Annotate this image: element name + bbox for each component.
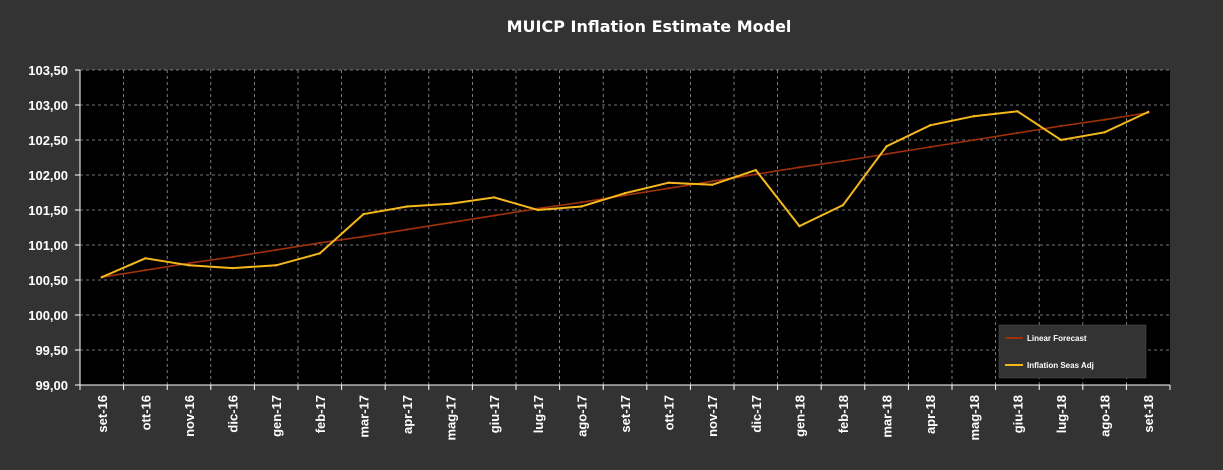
data-point — [231, 266, 234, 270]
data-point — [1103, 131, 1106, 134]
data-point — [493, 214, 496, 217]
y-tick-label: 102,00 — [28, 168, 68, 183]
data-point — [144, 269, 147, 272]
data-point — [972, 138, 975, 142]
x-tick-label: mar-17 — [356, 395, 371, 438]
y-tick-label: 99,00 — [35, 378, 68, 393]
legend: Linear Forecast Inflation Seas Adj — [998, 324, 1147, 379]
x-tick-label: mag-18 — [967, 395, 982, 441]
data-point — [231, 255, 234, 259]
data-point — [144, 257, 147, 260]
data-point — [449, 202, 452, 205]
legend-label: Inflation Seas Adj — [1027, 361, 1094, 370]
y-tick-label: 103,50 — [28, 63, 68, 78]
y-tick-label: 99,50 — [35, 343, 68, 358]
data-point — [929, 124, 932, 127]
x-tick-label: feb-17 — [313, 395, 328, 433]
y-tick-label: 101,50 — [28, 203, 68, 218]
data-point — [362, 235, 365, 238]
x-tick-label: giu-17 — [487, 395, 502, 433]
data-point — [754, 168, 757, 172]
data-point — [885, 152, 888, 156]
grid-lines — [80, 69, 1170, 385]
axes: 99,00 99,50 100,00 100,50 101,00 101,50 102,00… — [28, 63, 1171, 441]
legend-box — [998, 324, 1147, 379]
x-tick-label: set-18 — [1141, 395, 1156, 433]
data-point — [318, 252, 321, 255]
x-tick-label: nov-16 — [182, 395, 197, 437]
x-tick-label: ott-16 — [138, 395, 153, 430]
data-point — [100, 276, 104, 279]
x-tick-label: lug-17 — [531, 395, 546, 433]
y-tick-label: 103,00 — [28, 98, 68, 113]
data-point — [623, 194, 627, 197]
data-point — [885, 145, 888, 148]
data-point — [711, 180, 714, 183]
data-point — [536, 208, 539, 212]
data-point — [187, 262, 191, 265]
y-tick-label: 100,00 — [28, 308, 68, 323]
data-point — [187, 264, 191, 267]
x-tick-label: set-17 — [618, 395, 633, 433]
data-point — [580, 205, 583, 208]
data-point — [1059, 124, 1063, 128]
x-tick-label: gen-17 — [269, 395, 284, 437]
data-point — [405, 228, 409, 231]
plot-area — [80, 70, 1170, 385]
data-point — [667, 181, 670, 184]
data-point — [1147, 110, 1150, 114]
y-tick-label: 102,50 — [28, 133, 68, 148]
x-tick-label: dic-16 — [226, 395, 241, 433]
x-tick-label: ott-17 — [662, 395, 677, 430]
data-point — [711, 183, 714, 186]
x-tick-label: apr-18 — [923, 395, 938, 434]
data-point — [798, 166, 801, 169]
legend-label: Linear Forecast — [1027, 334, 1087, 343]
data-point — [972, 115, 975, 118]
data-point — [1016, 110, 1019, 113]
data-point — [1016, 131, 1019, 135]
data-point — [449, 221, 452, 224]
data-point — [493, 196, 496, 199]
data-point — [929, 145, 932, 149]
x-tick-label: feb-18 — [836, 395, 851, 433]
data-point — [1103, 118, 1106, 121]
data-point — [275, 248, 278, 252]
x-tick-label: ago-18 — [1098, 395, 1113, 437]
x-tick-label: dic-17 — [749, 395, 764, 433]
data-point — [623, 192, 627, 195]
x-tick-label: gen-18 — [792, 395, 807, 437]
x-tick-label: giu-18 — [1010, 395, 1025, 433]
data-point — [754, 173, 757, 176]
data-point — [362, 213, 365, 216]
x-tick-label: apr-17 — [400, 395, 415, 434]
data-point — [318, 241, 321, 245]
data-point — [667, 187, 670, 190]
data-point — [580, 201, 583, 204]
x-tick-label: lug-18 — [1054, 395, 1069, 433]
x-tick-label: mar-18 — [880, 395, 895, 438]
data-point — [275, 264, 278, 267]
x-tick-label: mag-17 — [444, 395, 459, 441]
data-point — [841, 159, 845, 163]
x-tick-label: set-16 — [95, 395, 110, 433]
y-tick-label: 100,50 — [28, 273, 68, 288]
data-point — [841, 203, 845, 207]
y-tick-label: 101,00 — [28, 238, 68, 253]
data-point — [798, 224, 801, 228]
data-point — [1059, 138, 1063, 142]
x-tick-label: nov-17 — [705, 395, 720, 437]
series-layer — [100, 110, 1150, 279]
chart-title: MUICP Inflation Estimate Model — [507, 17, 792, 36]
data-point — [405, 205, 409, 208]
x-tick-label: ago-17 — [574, 395, 589, 437]
